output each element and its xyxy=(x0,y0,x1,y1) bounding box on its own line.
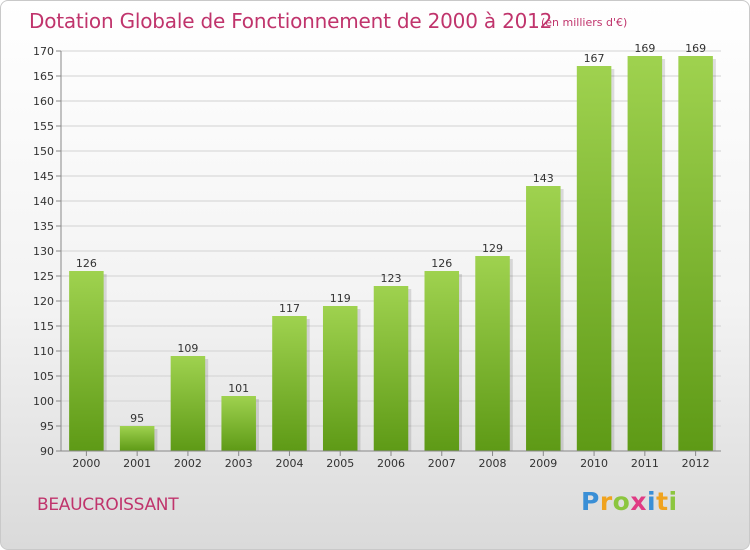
value-label: 101 xyxy=(228,382,249,395)
bar-2003 xyxy=(221,396,256,451)
x-tick-label: 2011 xyxy=(631,457,659,470)
value-label: 123 xyxy=(381,272,402,285)
bar-2000 xyxy=(69,271,104,451)
x-tick-label: 2005 xyxy=(326,457,354,470)
logo-letter: o xyxy=(612,487,631,516)
x-tick-label: 2001 xyxy=(123,457,151,470)
bar-2011 xyxy=(627,56,663,451)
y-tick-label: 95 xyxy=(40,420,54,433)
logo-letter: i xyxy=(647,487,657,516)
y-tick-label: 155 xyxy=(33,120,54,133)
chart-subtitle: (en milliers d'€) xyxy=(541,16,628,29)
y-tick-label: 135 xyxy=(33,220,54,233)
y-tick-label: 150 xyxy=(33,145,54,158)
logo-letter: t xyxy=(656,487,669,516)
x-tick-label: 2003 xyxy=(225,457,253,470)
bar-2002 xyxy=(170,356,206,451)
x-tick-label: 2010 xyxy=(580,457,608,470)
bar-2007 xyxy=(424,271,460,451)
value-label: 126 xyxy=(431,257,452,270)
x-tick-label: 2000 xyxy=(72,457,100,470)
x-tick-label: 2004 xyxy=(275,457,303,470)
x-tick-label: 2009 xyxy=(529,457,557,470)
value-label: 117 xyxy=(279,302,300,315)
value-label: 129 xyxy=(482,242,503,255)
x-tick-label: 2002 xyxy=(174,457,202,470)
value-label: 126 xyxy=(76,257,97,270)
value-label: 169 xyxy=(634,42,655,55)
value-label: 167 xyxy=(584,52,605,65)
place-name: BEAUCROISSANT xyxy=(37,495,179,515)
y-tick-label: 125 xyxy=(33,270,54,283)
y-tick-label: 160 xyxy=(33,95,54,108)
value-label: 95 xyxy=(130,412,144,425)
bar-2001 xyxy=(119,426,155,451)
y-tick-label: 110 xyxy=(33,345,54,358)
y-tick-label: 170 xyxy=(33,45,54,58)
x-tick-label: 2007 xyxy=(428,457,456,470)
bar-2009 xyxy=(526,186,561,451)
bar-2012 xyxy=(678,56,713,451)
logo-letter: i xyxy=(668,487,678,516)
x-tick-label: 2012 xyxy=(682,457,710,470)
value-label: 169 xyxy=(685,42,706,55)
bar-2005 xyxy=(322,306,358,451)
y-tick-label: 90 xyxy=(40,445,54,458)
y-tick-label: 145 xyxy=(33,170,54,183)
x-tick-label: 2006 xyxy=(377,457,405,470)
y-tick-label: 105 xyxy=(33,370,54,383)
y-tick-label: 100 xyxy=(33,395,54,408)
bar-2006 xyxy=(373,286,409,451)
logo-letter: r xyxy=(599,487,613,516)
bar-2004 xyxy=(272,316,307,451)
y-tick-label: 120 xyxy=(33,295,54,308)
value-label: 119 xyxy=(330,292,351,305)
value-label: 109 xyxy=(177,342,198,355)
value-label: 143 xyxy=(533,172,554,185)
logo-letter: x xyxy=(630,487,647,516)
y-tick-label: 115 xyxy=(33,320,54,333)
bar-2010 xyxy=(576,66,612,451)
y-tick-label: 130 xyxy=(33,245,54,258)
logo-letter: P xyxy=(581,487,600,516)
chart-title: Dotation Globale de Fonctionnement de 20… xyxy=(29,9,553,33)
x-tick-label: 2008 xyxy=(479,457,507,470)
y-tick-label: 165 xyxy=(33,70,54,83)
proxiti-logo: Proxiti xyxy=(581,487,678,516)
bar-2008 xyxy=(475,256,510,451)
y-tick-label: 140 xyxy=(33,195,54,208)
